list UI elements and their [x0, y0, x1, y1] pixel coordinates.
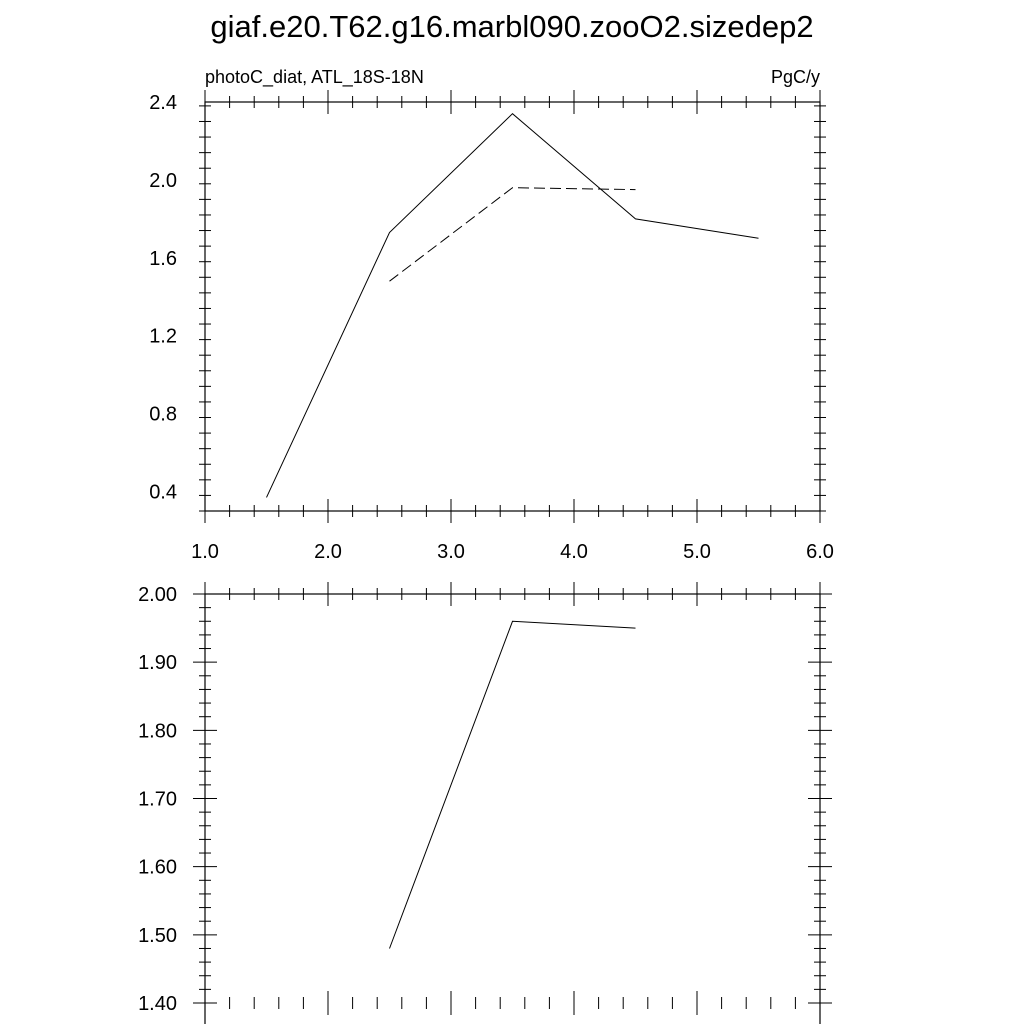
top-y-tick-label: 1.6: [149, 248, 177, 270]
top-panel: photoC_diat, ATL_18S-18N PgC/y 0.4 0.8 1.2…: [149, 67, 834, 563]
top-panel-tick-labels: 0.4 0.8 1.2 1.6 2.0 2.4 1.0 2.0 3.0 4.0 5.0 6.0: [149, 92, 834, 563]
top-y-tick-label: 2.0: [149, 170, 177, 192]
bottom-panel-series: [389, 620, 636, 949]
bottom-y-tick-label: 1.60: [138, 857, 177, 879]
top-panel-frame: [204, 101, 821, 512]
bottom-y-tick-label: 1.90: [138, 652, 177, 674]
top-x-tick-label: 2.0: [314, 541, 342, 563]
top-x-tick-label: 5.0: [683, 541, 711, 563]
top-y-tick-label: 0.8: [149, 404, 177, 426]
top-y-tick-label: 2.4: [149, 92, 177, 114]
bottom-y-tick-label: 1.70: [138, 789, 177, 811]
bottom-panel-ticks: [193, 582, 832, 1015]
top-panel-variable-label: photoC_diat, ATL_18S-18N: [205, 67, 424, 88]
top-panel-ticks: [199, 90, 826, 523]
top-x-tick-label: 4.0: [560, 541, 588, 563]
bottom-panel-frame: [204, 593, 821, 1024]
figure-title: giaf.e20.T62.g16.marbl090.zooO2.sizedep2: [210, 9, 813, 44]
bottom-panel-tick-labels: 1.40 1.50 1.60 1.70 1.80 1.90 2.00: [138, 584, 177, 1015]
top-x-tick-label: 1.0: [191, 541, 219, 563]
top-series-line-1: [266, 113, 759, 498]
top-panel-series: [266, 113, 759, 498]
bottom-panel: 1.40 1.50 1.60 1.70 1.80 1.90 2.00: [138, 582, 832, 1024]
top-x-tick-label: 3.0: [437, 541, 465, 563]
bottom-y-tick-label: 2.00: [138, 584, 177, 606]
bottom-y-tick-label: 1.50: [138, 925, 177, 947]
top-x-tick-label: 6.0: [806, 541, 834, 563]
bottom-y-tick-label: 1.40: [138, 993, 177, 1015]
bottom-series-line-1: [389, 620, 636, 949]
top-y-tick-label: 0.4: [149, 482, 177, 504]
top-y-tick-label: 1.2: [149, 326, 177, 348]
top-series-line-2: [389, 187, 636, 282]
top-panel-units-label: PgC/y: [771, 67, 820, 87]
bottom-y-tick-label: 1.80: [138, 720, 177, 742]
